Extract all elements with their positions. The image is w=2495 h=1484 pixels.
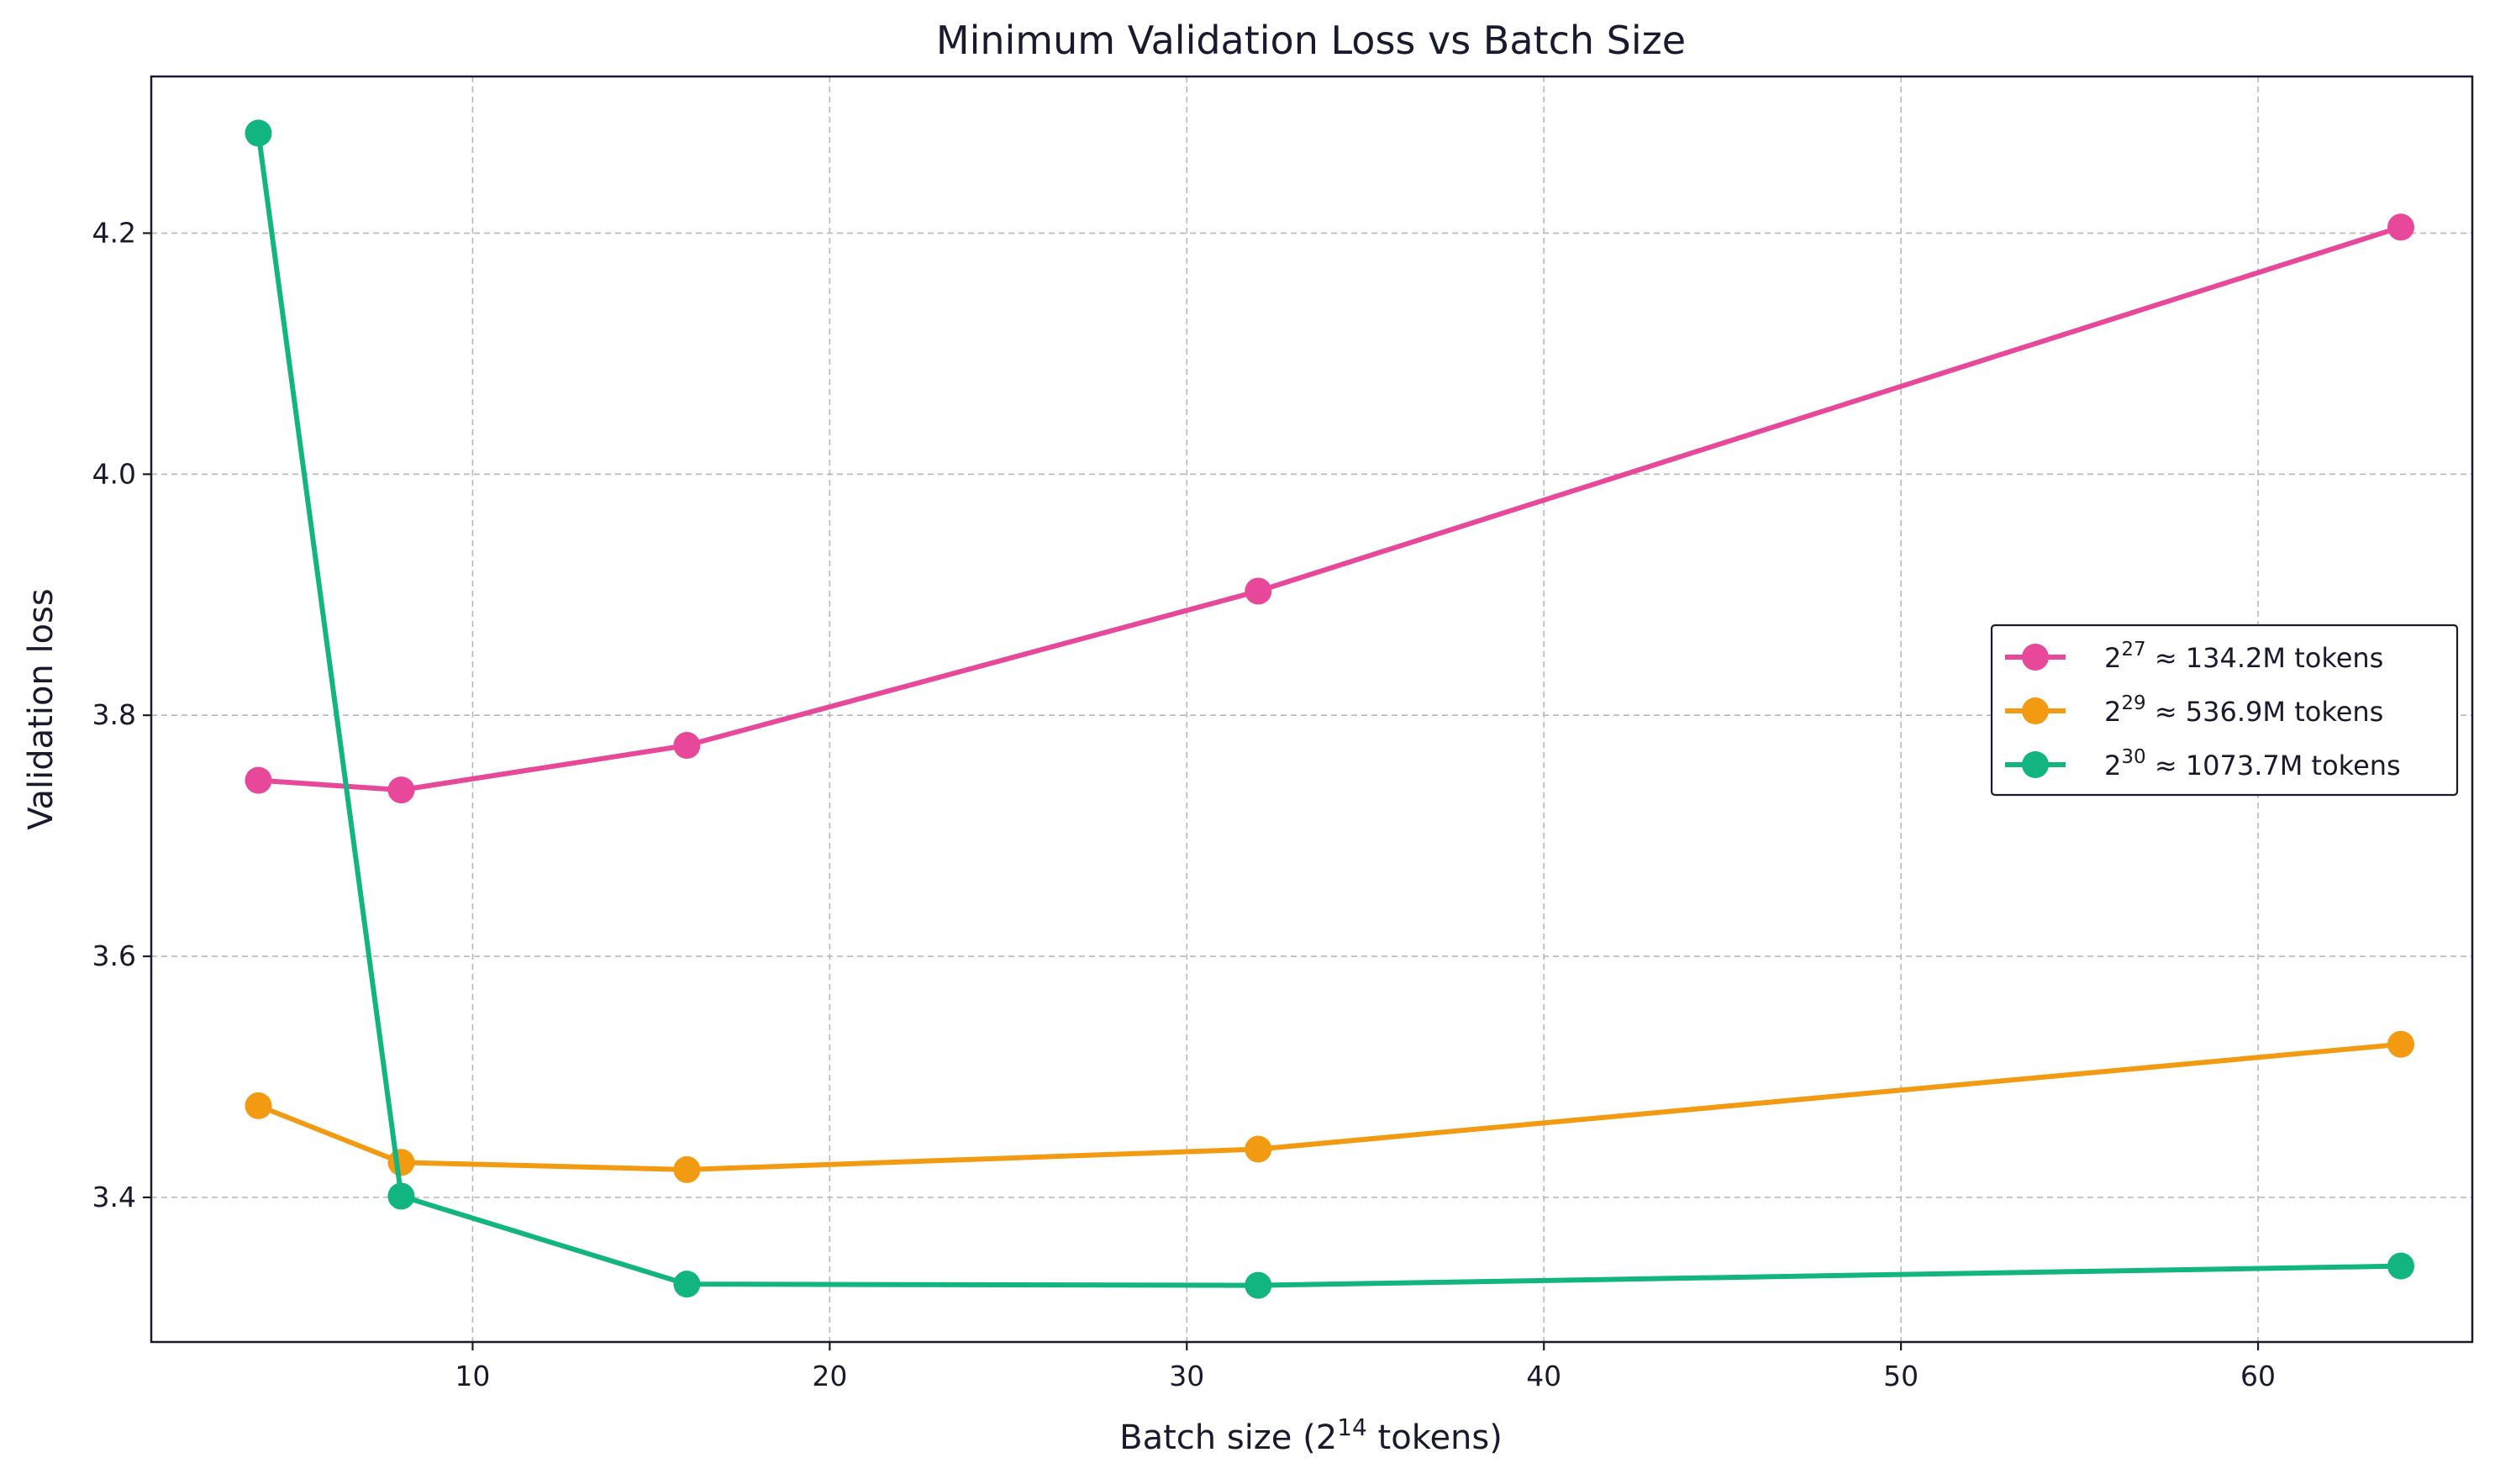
- y-tick-label: 3.4: [92, 1181, 136, 1213]
- data-point: [673, 732, 701, 760]
- legend-marker: [2022, 751, 2049, 778]
- legend: 227 ≈ 134.2M tokens 229 ≈ 536.9M tokens 23…: [1990, 624, 2459, 797]
- x-axis-label-exponent: 14: [1337, 1413, 1367, 1441]
- x-tick-label: 30: [1169, 1360, 1204, 1392]
- chart-title: Minimum Validation Loss vs Batch Size: [936, 18, 1686, 63]
- data-point: [1245, 1135, 1272, 1163]
- data-point: [245, 766, 272, 794]
- x-axis-ticks: 10 20 30 40 50 60: [455, 1342, 2276, 1392]
- legend-label: 230 ≈ 1073.7M tokens: [2104, 746, 2401, 781]
- data-point: [673, 1155, 701, 1183]
- data-point: [2387, 1252, 2415, 1280]
- x-tick-label: 10: [455, 1360, 490, 1392]
- y-axis-ticks: 3.4 3.6 3.8 4.0 4.2: [92, 216, 151, 1213]
- data-point: [245, 119, 272, 147]
- grid: [151, 76, 2472, 1342]
- series-30: [245, 119, 2415, 1299]
- data-point: [2387, 213, 2415, 241]
- data-point: [673, 1271, 701, 1298]
- legend-box: [1990, 624, 2459, 797]
- x-axis-label: Batch size (214 tokens): [1119, 1413, 1503, 1457]
- series-line: [257, 1041, 2402, 1172]
- series-27: [245, 213, 2415, 804]
- legend-item-30: 230 ≈ 1073.7M tokens: [2005, 746, 2401, 781]
- legend-label: 229 ≈ 536.9M tokens: [2104, 692, 2383, 728]
- data-point: [1245, 1271, 1272, 1299]
- x-tick-label: 60: [2240, 1360, 2276, 1392]
- data-point: [2387, 1030, 2415, 1058]
- legend-label: 227 ≈ 134.2M tokens: [2104, 639, 2383, 674]
- data-point: [245, 1092, 272, 1119]
- x-tick-label: 50: [1883, 1360, 1919, 1392]
- data-point: [387, 1149, 415, 1176]
- legend-marker: [2022, 697, 2049, 724]
- x-tick-label: 40: [1526, 1360, 1561, 1392]
- y-tick-label: 3.6: [92, 939, 136, 972]
- legend-item-27: 227 ≈ 134.2M tokens: [2005, 639, 2383, 674]
- y-axis-label: Validation loss: [22, 588, 61, 830]
- y-tick-label: 4.2: [92, 216, 136, 249]
- x-axis-label-tail: tokens): [1367, 1418, 1503, 1457]
- data-point: [387, 1182, 415, 1210]
- series-layer: [245, 119, 2415, 1299]
- y-tick-label: 3.8: [92, 698, 136, 731]
- series-29: [245, 1030, 2415, 1183]
- legend-marker: [2022, 644, 2049, 671]
- x-axis-label-main: Batch size (2: [1119, 1418, 1337, 1457]
- data-point: [387, 776, 415, 804]
- legend-item-29: 229 ≈ 536.9M tokens: [2005, 692, 2383, 728]
- plot-frame: [150, 75, 2474, 1344]
- x-tick-label: 20: [812, 1360, 847, 1392]
- data-point: [1245, 577, 1272, 605]
- y-tick-label: 4.0: [92, 457, 136, 490]
